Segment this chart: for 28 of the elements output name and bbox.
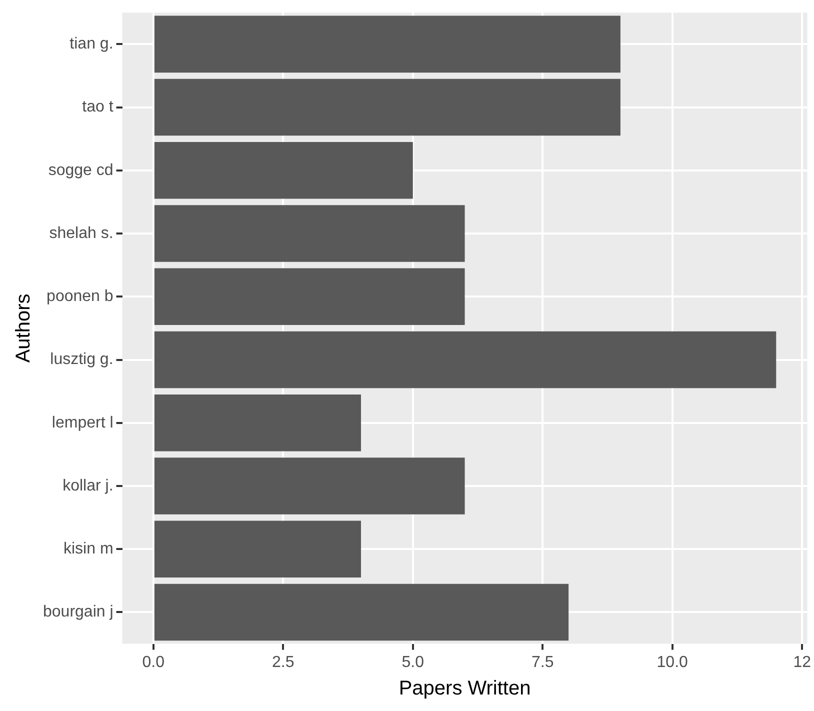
bar <box>154 394 361 452</box>
y-tick-label: poonen b <box>46 288 114 306</box>
x-tick-label: 12 <box>793 654 812 671</box>
x-tick-label: 0.0 <box>142 654 165 671</box>
x-tick-label: 2.5 <box>272 654 294 671</box>
bar <box>154 78 620 136</box>
y-tick-label: lusztig g. <box>50 351 114 368</box>
x-tick-label: 7.5 <box>531 654 554 671</box>
y-tick-label: tian g. <box>70 36 114 53</box>
y-axis-title: Authors <box>12 294 35 363</box>
y-tick-label: lempert l <box>52 414 114 432</box>
y-tick-label: kollar j. <box>62 477 114 494</box>
bar <box>154 584 569 641</box>
bar <box>154 458 465 514</box>
bar <box>154 268 465 326</box>
x-tick-label: 5.0 <box>402 654 424 671</box>
bar <box>154 142 413 199</box>
bar <box>154 520 361 578</box>
y-tick-label: sogge cd <box>48 162 114 179</box>
y-tick-label: tao t <box>82 98 114 116</box>
y-tick-label: shelah s. <box>49 224 114 242</box>
bar <box>154 205 465 262</box>
x-tick-label: 10.0 <box>656 654 688 671</box>
y-tick-label: kisin m <box>63 540 114 558</box>
bar <box>154 331 776 388</box>
y-tick-label: bourgain j <box>42 604 114 621</box>
bar <box>154 16 620 73</box>
x-axis-title: Papers Written <box>398 678 531 700</box>
